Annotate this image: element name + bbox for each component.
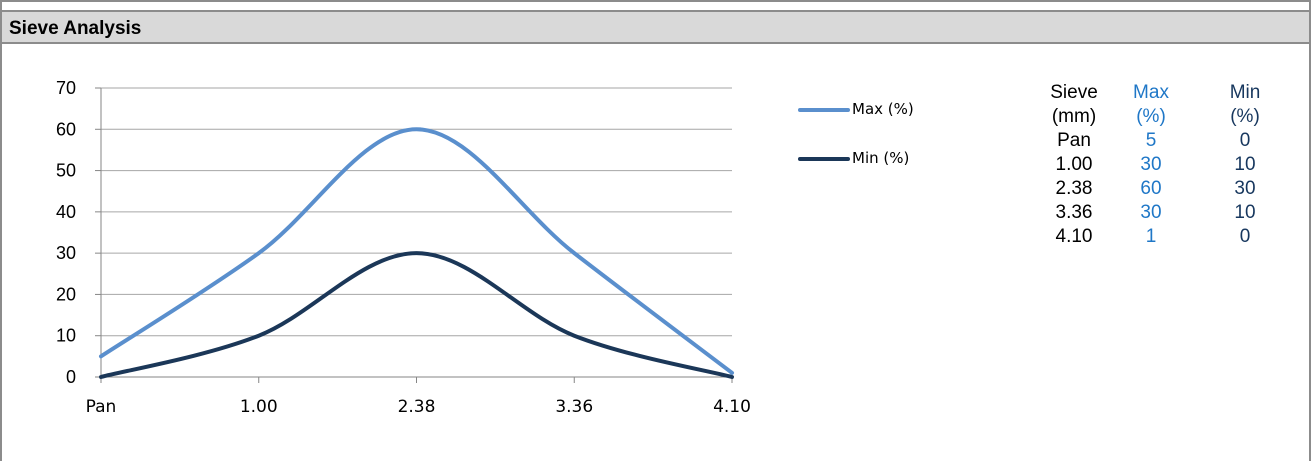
panel-header: Sieve Analysis: [2, 10, 1309, 44]
cell-sieve: 3.36: [1055, 202, 1093, 223]
table-header-row-1: Sieve Max Min: [1040, 81, 1302, 105]
table-row: 4.10 1 0: [1040, 225, 1302, 249]
panel-title: Sieve Analysis: [9, 18, 142, 39]
y-tick-label: 70: [56, 78, 76, 98]
header-sieve-unit: (mm): [1051, 106, 1097, 127]
y-tick-label: 0: [66, 367, 76, 387]
y-tick-label: 10: [56, 326, 76, 346]
cell-min: 0: [1239, 226, 1251, 247]
legend-swatch-min: [798, 157, 850, 161]
table-row: 2.38 60 30: [1040, 177, 1302, 201]
chart-gridlines: [101, 87, 732, 337]
cell-min: 10: [1234, 154, 1256, 175]
cell-min: 30: [1234, 178, 1256, 199]
header-min: Min: [1229, 82, 1261, 103]
cell-sieve: 1.00: [1055, 154, 1093, 175]
header-max-unit: (%): [1136, 106, 1166, 127]
x-tick-label: 4.10: [713, 397, 751, 417]
legend-label-min: Min (%): [852, 149, 910, 167]
cell-sieve: Pan: [1057, 130, 1091, 151]
table-row: Pan 5 0: [1040, 129, 1302, 153]
y-tick-label: 30: [56, 243, 76, 263]
y-tick-label: 40: [56, 202, 76, 222]
header-max: Max: [1133, 82, 1169, 103]
table-row: 3.36 30 10: [1040, 201, 1302, 225]
y-tick-label: 50: [56, 161, 76, 181]
cell-max: 1: [1145, 226, 1157, 247]
series-line-min: [99, 251, 734, 379]
table-header-row-2: (mm) (%) (%): [1040, 105, 1302, 129]
cell-sieve: 2.38: [1055, 178, 1093, 199]
cell-max: 60: [1140, 178, 1162, 199]
x-tick-labels: Pan 1.00 2.38 3.36 4.10: [86, 397, 751, 417]
sieve-data-table: Sieve Max Min (mm) (%) (%) Pan 5 0 1.00 …: [1040, 81, 1302, 249]
x-tick-label: Pan: [86, 397, 117, 417]
x-tick-label: 1.00: [240, 397, 278, 417]
y-tick-label: 60: [56, 119, 76, 139]
cell-max: 30: [1140, 154, 1162, 175]
cell-sieve: 4.10: [1055, 226, 1093, 247]
cell-max: 30: [1140, 202, 1162, 223]
legend-label-max: Max (%): [852, 100, 914, 118]
header-sieve: Sieve: [1050, 82, 1098, 103]
chart-series: [99, 127, 734, 379]
sieve-line-chart: 0 10 20 30 40 50 60 70 Pan 1.00 2.38 3.36 4.10: [56, 78, 751, 417]
x-tick-label: 3.36: [555, 397, 593, 417]
cell-min: 0: [1239, 130, 1251, 151]
series-line-max: [99, 127, 734, 375]
y-tick-label: 20: [56, 284, 76, 304]
y-tick-labels: 0 10 20 30 40 50 60 70: [56, 78, 76, 387]
cell-min: 10: [1234, 202, 1256, 223]
chart-axes: [95, 87, 733, 383]
header-min-unit: (%): [1230, 106, 1260, 127]
legend-swatch-max: [798, 108, 850, 112]
x-tick-label: 2.38: [398, 397, 436, 417]
cell-max: 5: [1145, 130, 1157, 151]
table-row: 1.00 30 10: [1040, 153, 1302, 177]
